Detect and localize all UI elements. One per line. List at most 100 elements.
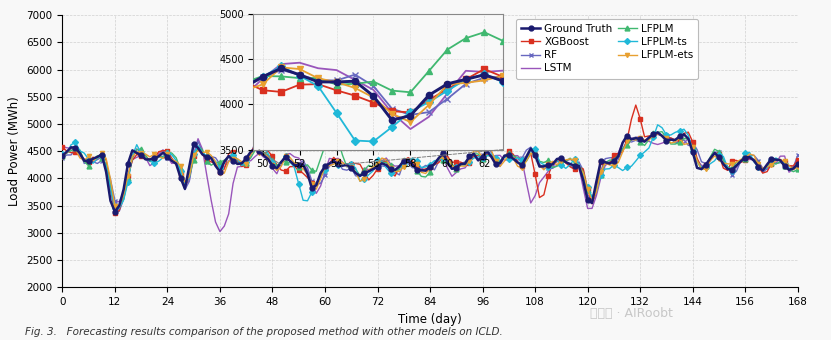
RF <box>635 140 645 144</box>
LSTM <box>652 142 662 147</box>
LFPLM <box>387 88 397 92</box>
LFPLM-ets <box>332 80 342 84</box>
LFPLM-ets <box>424 103 434 107</box>
XGBoost <box>652 132 662 136</box>
RF <box>258 151 268 155</box>
LFPLM <box>442 48 452 52</box>
Line: Ground Truth: Ground Truth <box>60 130 800 214</box>
LFPLM-ets <box>406 120 416 124</box>
LFPLM <box>258 74 268 78</box>
LFPLM-ts <box>350 138 360 142</box>
LFPLM-ets <box>313 76 323 80</box>
LSTM <box>313 66 323 70</box>
LSTM <box>276 62 286 66</box>
Line: RF: RF <box>60 132 800 214</box>
Ground Truth <box>258 153 268 157</box>
Ground Truth <box>368 94 378 98</box>
Ground Truth <box>424 93 434 97</box>
Line: LFPLM-ts: LFPLM-ts <box>60 123 800 210</box>
RF <box>479 76 489 80</box>
LFPLM-ets <box>57 155 67 159</box>
XGBoost <box>276 90 286 94</box>
LSTM <box>368 88 378 92</box>
LSTM <box>350 78 360 82</box>
Line: XGBoost: XGBoost <box>60 103 800 215</box>
Ground Truth <box>276 66 286 70</box>
LFPLM-ts <box>276 64 286 68</box>
XGBoost <box>368 101 378 105</box>
XGBoost <box>350 94 360 98</box>
LFPLM-ets <box>276 65 286 69</box>
LSTM <box>498 69 508 73</box>
LFPLM <box>424 69 434 73</box>
XGBoost <box>766 162 776 166</box>
Ground Truth <box>766 157 776 161</box>
RF <box>406 113 416 117</box>
LFPLM <box>332 83 342 87</box>
RF <box>387 107 397 111</box>
XGBoost <box>631 103 641 107</box>
LFPLM-ts <box>793 164 803 168</box>
LFPLM-ts <box>442 89 452 93</box>
Text: 公众号 · AIRoobt: 公众号 · AIRoobt <box>590 307 673 320</box>
LFPLM-ets <box>479 78 489 82</box>
Line: XGBoost: XGBoost <box>242 66 505 115</box>
RF <box>498 74 508 79</box>
Legend: Ground Truth, XGBoost, RF, LSTM, LFPLM, LFPLM-ts, LFPLM-ets: Ground Truth, XGBoost, RF, LSTM, LFPLM, … <box>516 19 698 79</box>
XGBoost <box>295 83 305 87</box>
XGBoost <box>692 156 702 160</box>
LSTM <box>295 61 305 65</box>
LFPLM <box>276 74 286 79</box>
Line: LFPLM: LFPLM <box>241 29 506 96</box>
Ground Truth <box>57 154 67 158</box>
Ground Truth <box>498 79 508 83</box>
XGBoost <box>424 98 434 102</box>
LFPLM-ets <box>368 96 378 100</box>
Line: LFPLM-ets: LFPLM-ets <box>242 65 505 125</box>
LSTM <box>461 69 471 73</box>
Ground Truth <box>239 85 249 89</box>
Ground Truth <box>313 80 323 84</box>
LFPLM-ts <box>387 125 397 129</box>
Ground Truth <box>350 79 360 83</box>
LFPLM-ts <box>332 111 342 115</box>
LSTM <box>442 91 452 96</box>
XGBoost <box>387 109 397 113</box>
XGBoost <box>239 80 249 84</box>
LFPLM <box>351 167 361 171</box>
LFPLM-ts <box>258 146 268 150</box>
XGBoost <box>57 145 67 149</box>
RF <box>114 209 124 214</box>
XGBoost <box>793 158 803 162</box>
RF <box>57 156 67 160</box>
LFPLM <box>479 30 489 34</box>
LFPLM <box>766 161 776 165</box>
LSTM <box>215 230 225 234</box>
LFPLM-ets <box>387 112 397 116</box>
LSTM <box>424 115 434 119</box>
LFPLM <box>114 205 124 209</box>
RF <box>648 132 658 136</box>
LFPLM <box>657 130 667 134</box>
LFPLM <box>793 167 803 171</box>
Ground Truth <box>648 132 658 136</box>
LFPLM-ets <box>652 132 662 136</box>
RF <box>258 75 268 80</box>
LFPLM-ets <box>461 81 471 85</box>
LSTM <box>635 135 645 139</box>
LFPLM-ets <box>692 159 702 163</box>
LFPLM-ts <box>295 74 305 78</box>
LFPLM-ts <box>258 75 268 79</box>
RF <box>368 84 378 88</box>
X-axis label: Time (day): Time (day) <box>398 312 462 326</box>
LFPLM-ets <box>766 163 776 167</box>
LFPLM-ets <box>350 86 360 90</box>
LFPLM-ts <box>766 158 776 162</box>
LFPLM <box>648 131 658 135</box>
XGBoost <box>479 67 489 71</box>
XGBoost <box>442 87 452 91</box>
LFPLM-ts <box>239 85 249 89</box>
LFPLM <box>57 154 67 158</box>
XGBoost <box>461 77 471 81</box>
LFPLM-ets <box>793 165 803 169</box>
